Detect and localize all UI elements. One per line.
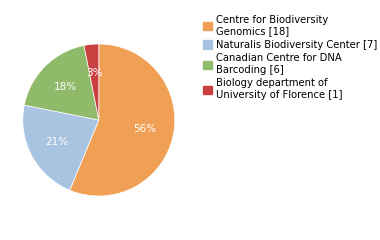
Text: 56%: 56% [133, 124, 157, 134]
Text: 3%: 3% [86, 68, 103, 78]
Legend: Centre for Biodiversity
Genomics [18], Naturalis Biodiversity Center [7], Canadi: Centre for Biodiversity Genomics [18], N… [203, 15, 377, 100]
Text: 21%: 21% [46, 137, 69, 147]
Wedge shape [24, 45, 99, 120]
Text: 18%: 18% [54, 82, 77, 92]
Wedge shape [23, 105, 99, 190]
Wedge shape [70, 44, 175, 196]
Wedge shape [84, 44, 99, 120]
